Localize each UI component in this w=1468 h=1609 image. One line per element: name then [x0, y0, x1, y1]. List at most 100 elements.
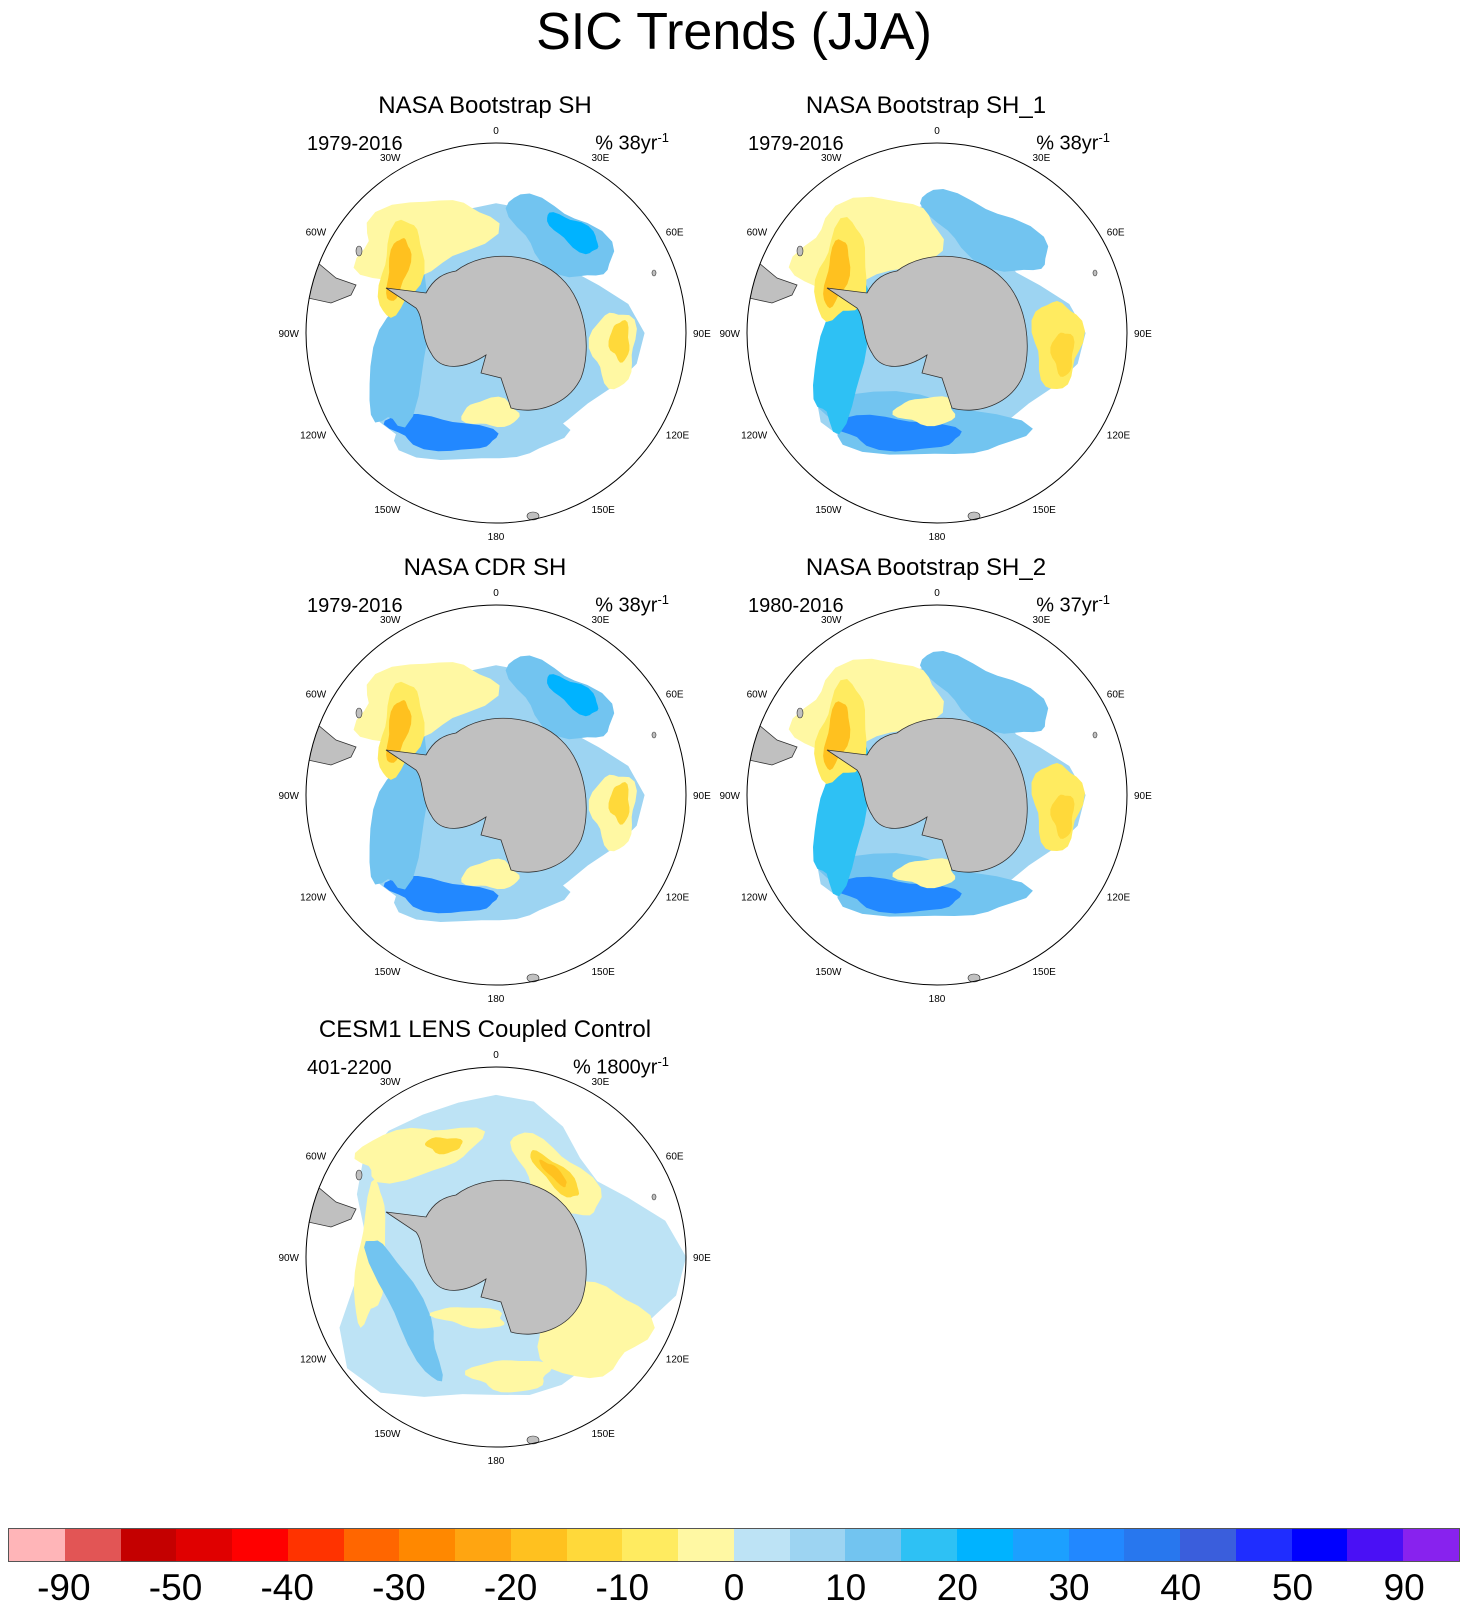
island: [526, 1435, 540, 1445]
trend-contour: [547, 212, 599, 255]
longitude-label: 120W: [300, 431, 327, 442]
island: [796, 245, 804, 257]
longitude-label: 60E: [666, 228, 684, 239]
colorbar-swatch: [64, 1529, 121, 1561]
trend-contour: [505, 655, 615, 740]
longitude-label: 60E: [1107, 228, 1125, 239]
island: [355, 1169, 363, 1181]
panel-title: NASA Bootstrap SH_2: [805, 554, 1047, 581]
polar-map: 0 30E 60E 90E 120E 150E 180 150W 120W 90W 60W 30W: [719, 126, 1152, 543]
colorbar-swatch: [622, 1529, 679, 1561]
panel-units: % 38yr-1: [595, 130, 669, 155]
trend-contour: [813, 280, 869, 435]
colorbar-swatch: [957, 1529, 1013, 1561]
longitude-label: 180: [488, 532, 505, 543]
panel-title: CESM1 LENS Coupled Control: [318, 1016, 652, 1043]
longitude-label: 0: [493, 126, 499, 137]
antarctica-landmass: [385, 717, 587, 873]
island: [526, 511, 540, 521]
colorbar-tick-label: -90: [37, 1567, 91, 1608]
longitude-label: 60W: [306, 228, 327, 239]
colorbar-swatch: [232, 1529, 288, 1561]
longitude-label: 150E: [592, 1429, 616, 1440]
colorbar-swatch: [1180, 1529, 1236, 1561]
panel-units: % 37yr-1: [1036, 592, 1110, 617]
longitude-label: 150W: [815, 967, 842, 978]
longitude-label: 120E: [666, 893, 690, 904]
longitude-label: 90E: [693, 329, 711, 340]
antarctica-landmass: [385, 255, 587, 411]
colorbar-swatch: [1291, 1529, 1348, 1561]
longitude-label: 150E: [1033, 967, 1057, 978]
trend-contour: [539, 1159, 567, 1188]
island: [1092, 731, 1098, 739]
longitude-label: 60W: [306, 1152, 327, 1163]
panel-units: % 1800yr-1: [572, 1054, 669, 1079]
longitude-label: 180: [488, 994, 505, 1005]
trend-contour: [1050, 794, 1075, 839]
polar-map: 0 30E 60E 90E 120E 150E 180 150W 120W 90W 60W 30W: [278, 588, 711, 1005]
longitude-label: 180: [929, 994, 946, 1005]
map-panel: NASA Bootstrap SH 1979-2016 % 38yr-1 0 30E 60…: [275, 92, 711, 552]
colorbar-swatch: [789, 1529, 846, 1561]
polar-map: 0 30E 60E 90E 120E 150E 180 150W 120W 90W 60W 30W: [278, 126, 711, 543]
island: [967, 511, 981, 521]
colorbar-swatch: [1068, 1529, 1125, 1561]
colorbar-swatch: [120, 1529, 177, 1561]
trend-contour: [920, 189, 1049, 272]
longitude-label: 30E: [592, 153, 610, 164]
antarctica-landmass: [826, 255, 1028, 411]
panel-units: % 38yr-1: [595, 592, 669, 617]
longitude-label: 30W: [821, 615, 842, 626]
longitude-label: 30W: [380, 615, 401, 626]
colorbar-swatch: [343, 1529, 400, 1561]
longitude-label: 90E: [693, 791, 711, 802]
island: [967, 973, 981, 983]
colorbar-tick-label: -40: [260, 1567, 314, 1608]
colorbar-swatch: [399, 1529, 456, 1561]
colorbar-tick-label: 50: [1271, 1567, 1314, 1608]
longitude-label: 120W: [741, 893, 768, 904]
trend-contour: [892, 396, 956, 427]
map-panel: NASA Bootstrap SH_2 1980-2016 % 37yr-1 0 30E…: [716, 554, 1152, 1014]
panel-title: NASA Bootstrap SH_1: [805, 92, 1047, 119]
colorbar-swatch: [1235, 1529, 1292, 1561]
island: [355, 707, 363, 719]
panel-period: 1979-2016: [307, 133, 403, 155]
longitude-label: 150W: [374, 1429, 401, 1440]
longitude-label: 60E: [666, 1152, 684, 1163]
longitude-label: 120E: [1107, 431, 1131, 442]
island: [355, 245, 363, 257]
longitude-label: 150E: [592, 505, 616, 516]
longitude-label: 30E: [1033, 615, 1051, 626]
trend-contour: [386, 700, 412, 763]
trend-contour: [386, 238, 412, 301]
trend-contour: [383, 414, 499, 452]
longitude-label: 60E: [666, 690, 684, 701]
panel-units: % 38yr-1: [1036, 130, 1110, 155]
colorbar: [8, 1528, 1460, 1562]
colorbar-swatch: [9, 1529, 65, 1561]
trend-contour: [608, 320, 630, 363]
trend-contour: [823, 239, 851, 309]
longitude-label: 90E: [1134, 791, 1152, 802]
longitude-label: 90W: [278, 791, 299, 802]
longitude-label: 60W: [747, 690, 768, 701]
colorbar-tick-label: 0: [723, 1567, 745, 1608]
colorbar-swatch: [1347, 1529, 1404, 1561]
longitude-label: 60E: [1107, 690, 1125, 701]
polar-map: 0 30E 60E 90E 120E 150E 180 150W 120W 90W 60W 30W: [719, 588, 1152, 1005]
map-panel: CESM1 LENS Coupled Control 401-2200 % 1800…: [275, 1016, 711, 1476]
longitude-label: 90W: [719, 791, 740, 802]
island: [526, 973, 540, 983]
colorbar-tick-label: -50: [148, 1567, 203, 1608]
trend-contour: [920, 651, 1049, 734]
longitude-label: 120E: [666, 431, 690, 442]
colorbar-labels: -90 -50 -40 -30 -20 -10 0 10 20 30 40 50 90: [0, 1568, 1468, 1608]
trend-contour: [461, 858, 520, 890]
map-panel: NASA CDR SH 1979-2016 % 38yr-1 0 30E 60E 90E 12…: [275, 554, 711, 1014]
longitude-label: 180: [929, 532, 946, 543]
colorbar-swatch: [901, 1529, 958, 1561]
longitude-label: 120W: [300, 1355, 327, 1366]
colorbar-swatch: [733, 1529, 790, 1561]
